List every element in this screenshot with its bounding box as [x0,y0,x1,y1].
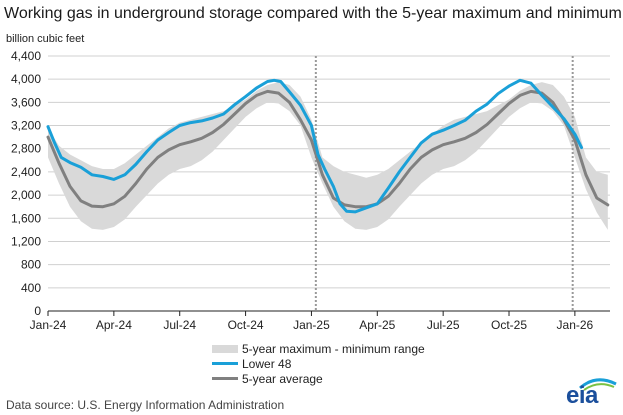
x-tick-label: Jan-25 [293,318,330,332]
eia-logo-text: eia [566,382,598,409]
range-band-area [48,82,608,230]
y-tick-label: 400 [21,281,41,295]
x-tick-label: Oct-25 [491,318,527,332]
y-tick-label: 2,000 [11,188,41,202]
x-tick-label: Jan-24 [30,318,67,332]
y-tick-label: 2,400 [11,165,41,179]
y-tick-label: 1,200 [11,234,41,248]
series-line-5-year-average [46,89,610,209]
legend-item-lower48: Lower 48 [212,356,425,371]
y-tick-label: 2,800 [11,142,41,156]
y-tick-label: 0 [34,304,41,318]
series-line-lower-48 [46,78,583,214]
legend-swatch-lower48 [212,362,238,365]
legend-item-average: 5-year average [212,371,425,386]
x-tick-label: Oct-24 [228,318,264,332]
legend-label-range: 5-year maximum - minimum range [242,341,425,356]
x-tick-label: Apr-25 [359,318,395,332]
y-tick-label: 4,400 [11,49,41,63]
legend-swatch-range [212,344,238,353]
y-tick-label: 800 [21,258,41,272]
y-tick-label: 4,000 [11,72,41,86]
legend-item-range: 5-year maximum - minimum range [212,341,425,356]
legend-swatch-average [212,377,238,380]
x-tick-label: Apr-24 [96,318,132,332]
x-tick-label: Jan-26 [557,318,594,332]
x-tick-label: Jul-25 [427,318,460,332]
y-axis-unit-label: billion cubic feet [6,33,85,45]
y-tick-label: 3,600 [11,95,41,109]
y-tick-label: 1,600 [11,211,41,225]
legend-label-lower48: Lower 48 [242,356,292,371]
eia-logo: eia [566,376,622,412]
data-source-note: Data source: U.S. Energy Information Adm… [6,398,285,412]
chart-title: Working gas in underground storage compa… [4,5,622,22]
legend: 5-year maximum - minimum range Lower 48 … [212,341,425,386]
x-tick-label: Jul-24 [163,318,196,332]
eia-logo-arc-icon [579,378,617,391]
legend-label-average: 5-year average [242,371,323,386]
y-tick-label: 3,200 [11,119,41,133]
